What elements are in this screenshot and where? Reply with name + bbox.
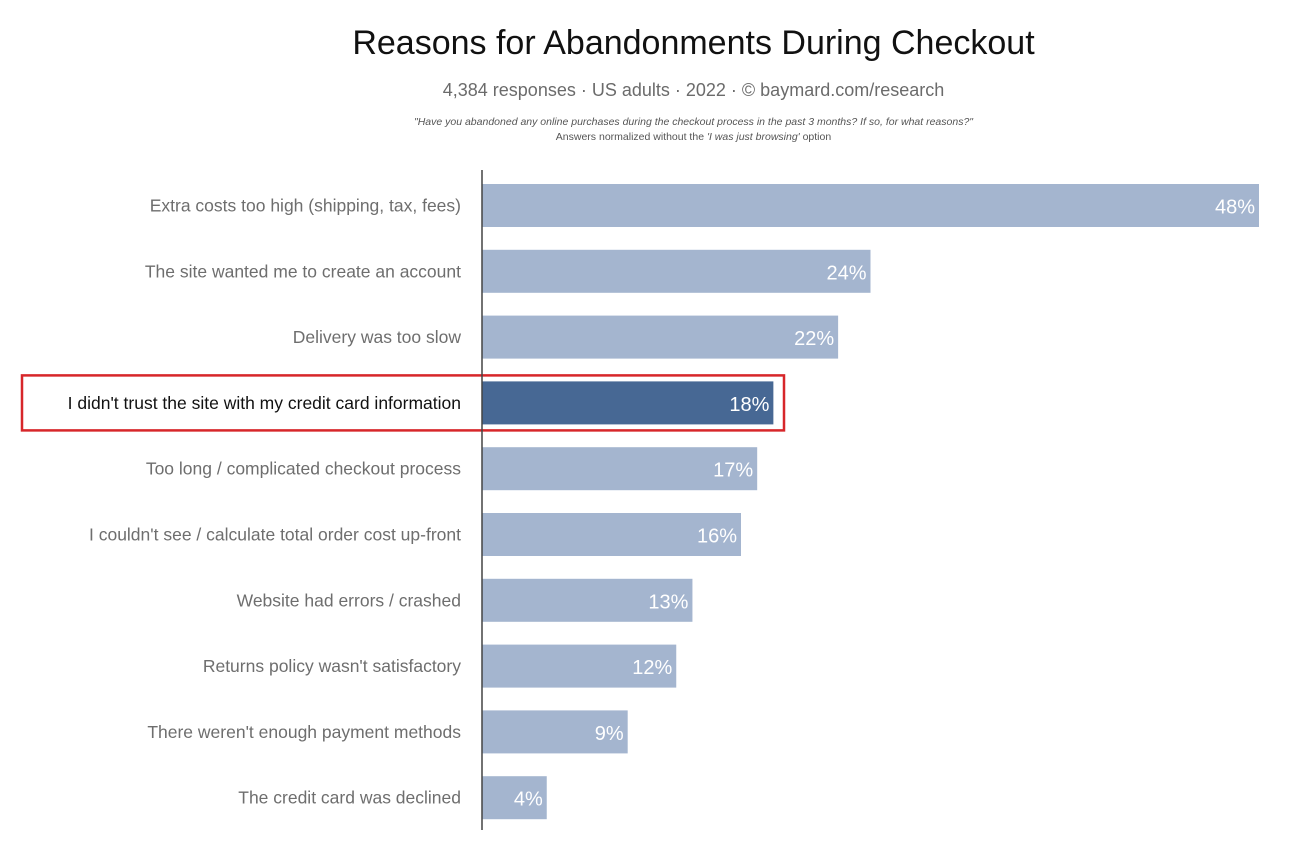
bar [482, 578, 693, 622]
note-emphasis: 'I was just browsing' [706, 131, 800, 143]
bar [482, 184, 1259, 227]
category-label: Website had errors / crashed [237, 590, 461, 610]
normalization-note: Answers normalized without the 'I was ju… [0, 131, 1312, 143]
highlight-box [20, 374, 786, 432]
value-label: 13% [648, 591, 688, 613]
value-label: 18% [729, 394, 769, 416]
bar [482, 447, 758, 491]
bar [482, 644, 677, 688]
category-label: I couldn't see / calculate total order c… [89, 525, 461, 545]
bar [482, 710, 628, 754]
category-label: Too long / complicated checkout process [146, 459, 461, 479]
note-suffix: option [799, 131, 832, 143]
value-label: 24% [826, 262, 866, 284]
bar [482, 513, 741, 556]
category-label: Delivery was too slow [293, 327, 462, 347]
value-label: 22% [794, 328, 834, 350]
value-label: 17% [713, 460, 753, 482]
category-label: Extra costs too high (shipping, tax, fee… [150, 196, 461, 216]
chart-subtitle: 4,384 responses · US adults · 2022 · © b… [442, 80, 945, 100]
chart-title: Reasons for Abandonments During Checkout [352, 24, 1035, 62]
category-label: There weren't enough payment methods [147, 722, 461, 742]
value-label: 9% [595, 723, 624, 745]
bar [482, 249, 871, 293]
category-label: I didn't trust the site with my credit c… [68, 393, 461, 413]
category-label: The site wanted me to create an account [145, 261, 461, 281]
category-label: Returns policy wasn't satisfactory [203, 656, 461, 676]
note-prefix: Answers normalized without the [555, 131, 707, 143]
value-label: 4% [514, 789, 543, 811]
survey-question: "Have you abandoned any online purchases… [413, 116, 974, 128]
value-label: 48% [1215, 197, 1255, 219]
bar-highlighted [482, 381, 774, 425]
bar [482, 315, 839, 359]
value-label: 12% [632, 657, 672, 679]
value-label: 16% [697, 526, 737, 548]
category-label: The credit card was declined [238, 788, 461, 808]
bar [482, 776, 547, 820]
